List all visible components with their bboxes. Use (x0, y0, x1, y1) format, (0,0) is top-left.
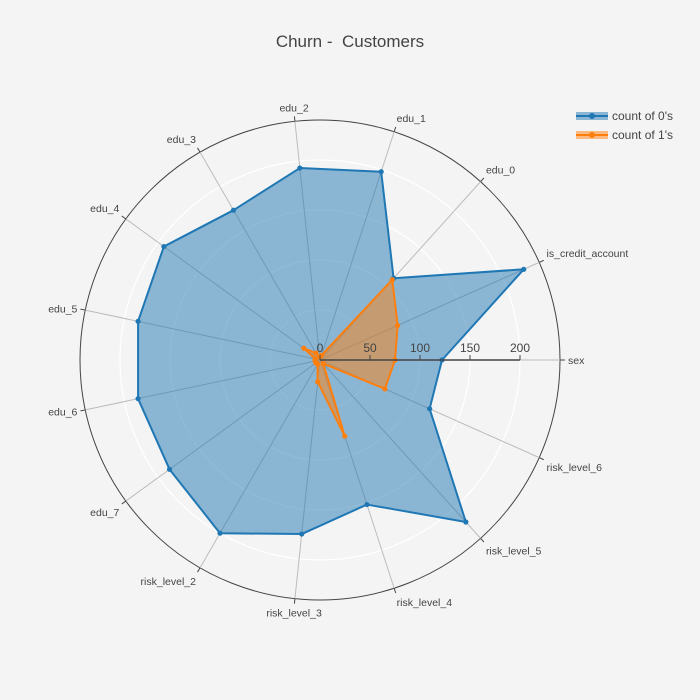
angular-label-risk_level_3: risk_level_3 (266, 608, 322, 620)
angular-label-edu_2: edu_2 (279, 102, 308, 114)
data-point-1-risk_level_3 (315, 379, 321, 385)
data-point-0-risk_level_4 (364, 501, 370, 508)
angular-label-edu_5: edu_5 (48, 303, 77, 315)
angular-label-is_credit_account: is_credit_account (547, 248, 629, 260)
data-point-0-risk_level_5 (463, 519, 469, 525)
radial-tick-label: 50 (363, 341, 377, 355)
radial-tick-label: 150 (460, 341, 480, 355)
data-point-0-risk_level_2 (217, 530, 223, 536)
data-point-0-edu_6 (135, 396, 141, 402)
legend-swatch-icon (576, 110, 608, 122)
angular-tick (393, 126, 397, 132)
angular-tick (80, 409, 86, 412)
data-point-0-risk_level_6 (427, 406, 433, 412)
data-point-1-edu_0 (389, 277, 395, 283)
angular-tick (293, 598, 296, 604)
data-point-0-edu_2 (297, 165, 303, 171)
angular-tick (539, 259, 545, 263)
data-point-0-edu_4 (161, 243, 167, 250)
angular-tick (197, 147, 201, 153)
data-point-0-edu_5 (135, 318, 141, 324)
angular-label-edu_6: edu_6 (48, 407, 77, 419)
radial-tick-label: 100 (410, 341, 430, 355)
data-point-1-risk_level_5 (320, 361, 326, 367)
angular-tick (121, 215, 127, 220)
angular-tick (293, 116, 296, 122)
data-point-1-edu_3 (313, 350, 319, 356)
legend-item-series-0[interactable]: count of 0's (576, 106, 673, 125)
data-point-0-edu_1 (378, 169, 384, 175)
chart-title: Churn - Customers (275, 32, 425, 51)
legend-label-series-0: count of 0's (612, 108, 673, 123)
data-point-1-risk_level_6 (382, 386, 388, 392)
legend-swatch-icon (576, 129, 608, 141)
angular-label-sex: sex (568, 355, 585, 367)
angular-tick (480, 538, 485, 543)
angular-tick (197, 567, 201, 573)
angular-label-risk_level_5: risk_level_5 (486, 545, 542, 557)
angular-label-edu_0: edu_0 (486, 165, 515, 177)
angular-tick (480, 177, 485, 182)
angular-label-risk_level_4: risk_level_4 (397, 597, 453, 609)
data-point-1-risk_level_4 (342, 433, 348, 439)
angular-label-risk_level_2: risk_level_2 (141, 576, 197, 588)
data-point-0-edu_7 (166, 466, 173, 472)
data-point-1-edu_4 (301, 345, 307, 351)
angular-tick (80, 308, 86, 311)
angular-tick (393, 588, 397, 594)
data-point-0-is_credit_account (521, 266, 527, 272)
data-point-1-is_credit_account (395, 322, 401, 329)
legend: count of 0's count of 1's (576, 106, 673, 144)
legend-label-series-1: count of 1's (612, 127, 673, 142)
angular-tick (539, 457, 545, 461)
data-point-1-risk_level_2 (314, 361, 321, 367)
angular-label-edu_4: edu_4 (90, 203, 119, 215)
legend-item-series-1[interactable]: count of 1's (576, 125, 673, 144)
data-point-0-edu_3 (230, 207, 237, 213)
angular-label-risk_level_6: risk_level_6 (547, 462, 603, 474)
radial-tick-label: 200 (510, 341, 530, 355)
angular-label-edu_7: edu_7 (90, 507, 119, 519)
radial-tick-label: 0 (317, 341, 324, 355)
angular-label-edu_1: edu_1 (397, 113, 426, 125)
angular-tick (121, 500, 127, 505)
data-point-0-risk_level_3 (299, 531, 305, 537)
angular-label-edu_3: edu_3 (167, 134, 196, 146)
